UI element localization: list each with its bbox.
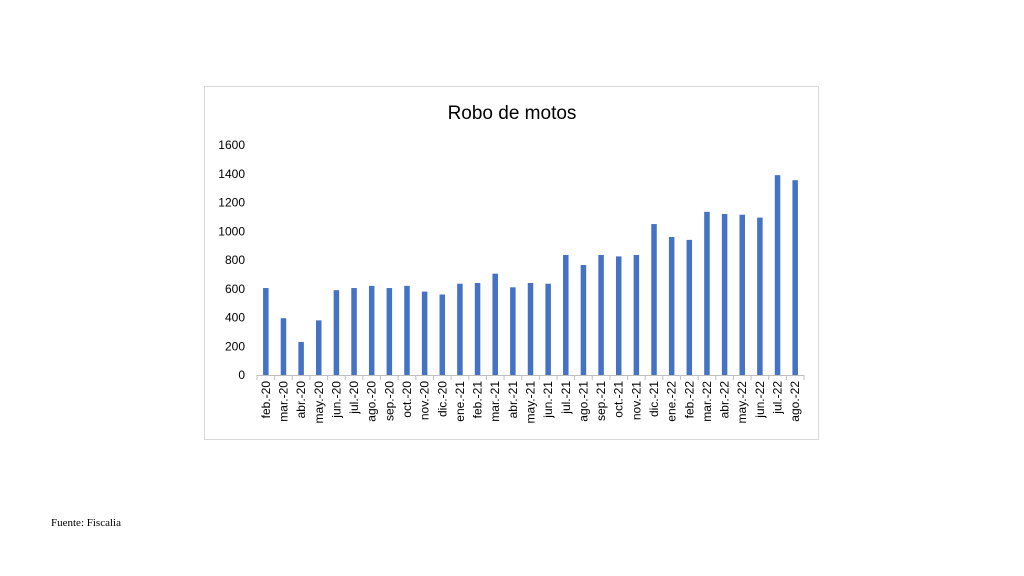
x-tick-label: ene.-21 [453, 381, 467, 422]
bar [404, 285, 410, 375]
x-tick-label: mar.-22 [700, 381, 714, 422]
y-tick-label: 200 [225, 339, 245, 353]
bar [598, 254, 604, 375]
x-tick-label: abr.-21 [506, 381, 520, 419]
bar [686, 239, 693, 375]
bar [368, 285, 375, 375]
bar [351, 288, 357, 375]
bar-chart: Robo de motos 0 200 400 600 800 1000 1200 1400 1… [218, 103, 805, 424]
x-tick-label: may.-20 [312, 381, 326, 424]
bar [474, 283, 481, 375]
source-note: Fuente: Fiscalia [51, 517, 121, 529]
x-tick-label: abr.-22 [718, 381, 732, 419]
x-tick-label: dic.-20 [435, 381, 449, 417]
y-tick-label: 1000 [218, 224, 245, 238]
bar [492, 273, 498, 375]
bar [386, 288, 393, 375]
y-tick-label: 0 [238, 368, 245, 382]
x-tick-label: jun.-20 [329, 381, 343, 419]
x-tick-label: ago.-21 [576, 381, 590, 422]
bar [457, 283, 463, 375]
bar [792, 180, 798, 375]
bar [563, 254, 569, 375]
y-axis-ticks: 0 200 400 600 800 1000 1200 1400 1600 [218, 138, 245, 382]
x-axis-labels: feb.-20 mar.-20 abr.-20 may.-20 jun.-20 jul.-… [259, 381, 802, 424]
x-tick-label: sep.-20 [382, 381, 396, 421]
x-tick-label: oct.-20 [400, 381, 414, 418]
y-tick-label: 1200 [218, 196, 245, 210]
bar [580, 265, 587, 375]
x-tick-label: nov.-21 [629, 381, 643, 420]
x-tick-label: jul.-22 [771, 381, 785, 415]
bar [316, 320, 322, 375]
y-tick-label: 600 [225, 282, 245, 296]
x-tick-label: oct.-21 [612, 381, 626, 418]
x-tick-label: may.-22 [735, 381, 749, 424]
bar [527, 283, 534, 375]
x-tick-label: abr.-20 [294, 381, 308, 419]
x-tick-label: jul.-21 [559, 381, 573, 415]
x-tick-label: feb.-20 [259, 381, 273, 419]
bar [510, 287, 516, 375]
bar [333, 290, 340, 375]
x-tick-label: ago.-20 [365, 381, 379, 422]
y-tick-label: 800 [225, 253, 245, 267]
bar [263, 288, 269, 375]
y-tick-label: 1400 [218, 167, 245, 181]
bar [757, 217, 763, 375]
bar [774, 175, 781, 375]
bar [739, 214, 745, 375]
x-tick-label: dic.-21 [647, 381, 661, 417]
bar [439, 294, 446, 375]
bar [721, 214, 728, 375]
x-axis-tick-marks [256, 375, 805, 380]
x-tick-label: jun.-21 [541, 381, 555, 419]
bar [633, 254, 640, 375]
x-tick-label: may.-21 [524, 381, 538, 424]
x-tick-label: ago.-22 [788, 381, 802, 422]
x-tick-label: nov.-20 [418, 381, 432, 420]
chart-frame: Robo de motos 0 200 400 600 800 1000 1200 1400 1… [204, 86, 819, 440]
x-tick-label: sep.-21 [594, 381, 608, 421]
bar [704, 211, 710, 375]
x-tick-label: mar.-20 [276, 381, 290, 422]
bar [298, 341, 304, 375]
bar [421, 291, 428, 375]
bar [545, 283, 551, 375]
x-tick-label: jun.-22 [753, 381, 767, 419]
bar [280, 318, 287, 375]
bar [668, 237, 675, 375]
x-tick-label: feb.-21 [471, 381, 485, 419]
bars [263, 175, 798, 375]
bar [615, 256, 622, 375]
chart-title: Robo de motos [448, 103, 577, 124]
x-tick-label: feb.-22 [682, 381, 696, 419]
x-tick-label: jul.-20 [347, 381, 361, 415]
x-tick-label: mar.-21 [488, 381, 502, 422]
y-tick-label: 1600 [218, 138, 245, 152]
y-tick-label: 400 [225, 311, 245, 325]
bar [651, 224, 657, 375]
x-tick-label: ene.-22 [665, 381, 679, 422]
